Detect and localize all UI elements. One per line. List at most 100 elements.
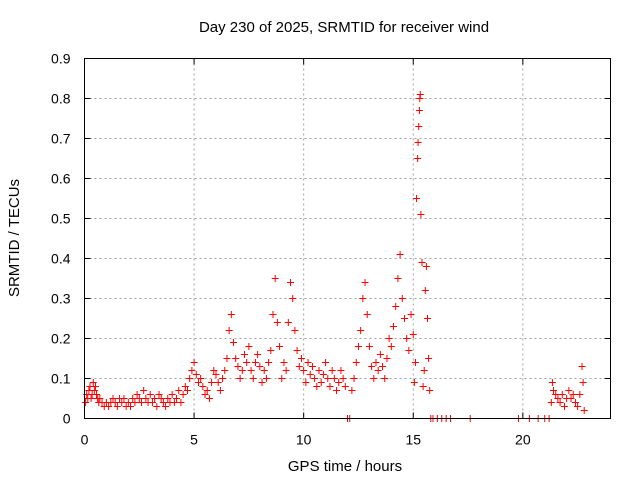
data-point	[567, 395, 575, 402]
data-point	[162, 403, 170, 410]
data-point	[421, 287, 429, 294]
data-point	[394, 275, 402, 282]
x-axis: 0 5 10 15 20	[81, 58, 531, 448]
data-point	[416, 91, 424, 98]
y-axis-label: SRMTID / TECUs	[6, 179, 23, 297]
data-point	[368, 363, 376, 370]
grid	[84, 58, 611, 419]
data-point	[319, 371, 327, 378]
y-tick-label: 0.8	[51, 91, 71, 107]
data-point	[208, 379, 216, 386]
data-point	[330, 375, 338, 382]
data-point	[177, 399, 185, 406]
data-point	[157, 395, 165, 402]
data-point	[407, 311, 415, 318]
data-point	[227, 311, 235, 318]
x-axis-label: GPS time / hours	[288, 458, 402, 475]
data-point	[293, 347, 301, 354]
data-point	[89, 379, 97, 386]
data-point	[365, 343, 373, 350]
data-point	[219, 375, 227, 382]
data-point	[425, 355, 433, 362]
data-point	[258, 379, 266, 386]
y-tick-label: 0.2	[51, 331, 71, 347]
data-point	[315, 367, 323, 374]
data-point	[199, 383, 207, 390]
data-point	[278, 375, 286, 382]
data-point	[223, 355, 231, 362]
data-point	[82, 399, 90, 406]
data-point	[254, 351, 262, 358]
data-point	[251, 359, 259, 366]
data-point	[175, 387, 183, 394]
data-point	[348, 387, 356, 394]
data-point	[396, 251, 404, 258]
data-point	[273, 319, 281, 326]
data-point	[96, 395, 104, 402]
data-point	[579, 379, 587, 386]
data-point	[127, 403, 135, 410]
data-point	[414, 139, 422, 146]
data-point	[326, 383, 334, 390]
data-series	[82, 91, 588, 422]
data-point	[190, 359, 198, 366]
data-point	[164, 395, 172, 402]
data-point	[556, 399, 564, 406]
data-point	[184, 387, 192, 394]
data-point	[133, 391, 141, 398]
data-point	[333, 387, 341, 394]
data-point	[418, 259, 426, 266]
data-point	[262, 375, 270, 382]
data-point	[91, 383, 99, 390]
data-point	[352, 359, 360, 366]
data-point	[311, 375, 319, 382]
data-point	[284, 319, 292, 326]
data-point	[417, 211, 425, 218]
data-point	[87, 395, 95, 402]
data-point	[267, 347, 275, 354]
y-tick-label: 0.6	[51, 171, 71, 187]
data-point	[240, 351, 248, 358]
data-point	[576, 391, 584, 398]
data-point	[295, 363, 303, 370]
data-point	[186, 375, 194, 382]
data-point	[225, 327, 233, 334]
data-point	[135, 395, 143, 402]
data-point	[552, 391, 560, 398]
data-point	[400, 315, 408, 322]
data-point	[419, 383, 427, 390]
data-point	[210, 367, 218, 374]
data-point	[574, 403, 582, 410]
y-tick-label: 0	[63, 411, 71, 427]
data-point	[205, 395, 213, 402]
data-point	[426, 387, 434, 394]
data-point	[214, 379, 222, 386]
x-tick-label: 5	[190, 432, 198, 448]
data-point	[415, 107, 423, 114]
data-point	[221, 367, 229, 374]
data-point	[403, 335, 411, 342]
data-point	[142, 395, 150, 402]
data-point	[322, 359, 330, 366]
data-point	[361, 279, 369, 286]
data-point	[337, 367, 345, 374]
data-point	[170, 399, 178, 406]
data-point	[238, 367, 246, 374]
data-point	[317, 379, 325, 386]
data-point	[413, 195, 421, 202]
y-tick-label: 0.1	[51, 371, 71, 387]
data-point	[415, 123, 423, 130]
data-point	[560, 403, 568, 410]
y-tick-label: 0.4	[51, 251, 71, 267]
data-point	[580, 407, 588, 414]
data-point	[201, 391, 209, 398]
data-point	[129, 395, 137, 402]
data-point	[124, 399, 132, 406]
data-point	[140, 387, 148, 394]
data-point	[188, 367, 196, 374]
data-point	[565, 387, 573, 394]
y-tick-label: 0.7	[51, 131, 71, 147]
data-point	[569, 391, 577, 398]
data-point	[381, 375, 389, 382]
data-point	[105, 403, 113, 410]
